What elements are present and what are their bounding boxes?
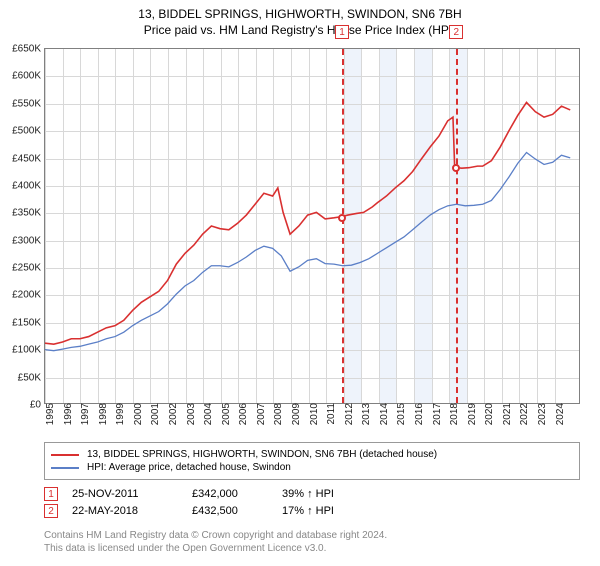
x-axis-label: 1997	[76, 403, 91, 425]
x-axis-label: 2007	[252, 403, 267, 425]
sale-marker-dot	[338, 214, 346, 222]
sale-flag-icon: 1	[44, 487, 58, 501]
sale-date: 22-MAY-2018	[72, 505, 192, 517]
legend-label: HPI: Average price, detached house, Swin…	[87, 462, 291, 473]
y-axis-label: £300K	[1, 235, 41, 246]
x-axis-label: 2003	[182, 403, 197, 425]
footnote-line: This data is licensed under the Open Gov…	[44, 543, 580, 556]
legend-swatch-property	[51, 454, 79, 456]
x-axis-label: 2020	[480, 403, 495, 425]
title-line2: Price paid vs. HM Land Registry's House …	[0, 22, 600, 38]
legend-swatch-hpi	[51, 467, 79, 469]
y-axis-label: £350K	[1, 208, 41, 219]
x-axis-label: 2010	[305, 403, 320, 425]
sale-hpi: 39% ↑ HPI	[282, 488, 334, 500]
sale-price: £342,000	[192, 488, 282, 500]
x-axis-label: 2022	[515, 403, 530, 425]
x-axis-label: 2015	[392, 403, 407, 425]
x-axis-label: 2009	[287, 403, 302, 425]
x-axis-label: 1999	[111, 403, 126, 425]
chart-lines	[45, 49, 579, 403]
legend-label: 13, BIDDEL SPRINGS, HIGHWORTH, SWINDON, …	[87, 449, 437, 460]
x-axis-label: 2000	[129, 403, 144, 425]
sale-marker-dot	[452, 164, 460, 172]
title-line1: 13, BIDDEL SPRINGS, HIGHWORTH, SWINDON, …	[0, 6, 600, 22]
sale-flag-icon: 2	[44, 504, 58, 518]
x-axis-label: 2001	[146, 403, 161, 425]
legend-row: 13, BIDDEL SPRINGS, HIGHWORTH, SWINDON, …	[51, 449, 573, 460]
x-axis-label: 2002	[164, 403, 179, 425]
legend-row: HPI: Average price, detached house, Swin…	[51, 462, 573, 473]
sale-row: 1 25-NOV-2011 £342,000 39% ↑ HPI	[44, 487, 580, 501]
y-axis-label: £650K	[1, 44, 41, 55]
sale-price: £432,500	[192, 505, 282, 517]
chart-title: 13, BIDDEL SPRINGS, HIGHWORTH, SWINDON, …	[0, 6, 600, 38]
y-axis-label: £250K	[1, 263, 41, 274]
y-axis-label: £100K	[1, 345, 41, 356]
sales-table: 1 25-NOV-2011 £342,000 39% ↑ HPI 2 22-MA…	[44, 484, 580, 521]
x-axis-label: 2024	[551, 403, 566, 425]
chart-footnote: Contains HM Land Registry data © Crown c…	[44, 530, 580, 555]
x-axis-label: 2006	[234, 403, 249, 425]
y-axis-label: £0	[1, 400, 41, 411]
x-axis-label: 1998	[94, 403, 109, 425]
x-axis-label: 1995	[41, 403, 56, 425]
y-axis-label: £500K	[1, 126, 41, 137]
x-axis-label: 2013	[357, 403, 372, 425]
x-axis-label: 2004	[199, 403, 214, 425]
x-axis-label: 2016	[410, 403, 425, 425]
x-axis-label: 2014	[375, 403, 390, 425]
sale-marker-flag: 2	[449, 25, 463, 39]
sale-date: 25-NOV-2011	[72, 488, 192, 500]
footnote-line: Contains HM Land Registry data © Crown c…	[44, 530, 580, 543]
y-axis-label: £450K	[1, 153, 41, 164]
x-axis-label: 2017	[428, 403, 443, 425]
sale-row: 2 22-MAY-2018 £432,500 17% ↑ HPI	[44, 504, 580, 518]
chart-legend: 13, BIDDEL SPRINGS, HIGHWORTH, SWINDON, …	[44, 442, 580, 480]
x-axis-label: 2011	[322, 403, 337, 425]
x-axis-label: 2012	[340, 403, 355, 425]
x-axis-label: 2018	[445, 403, 460, 425]
x-axis-label: 2008	[269, 403, 284, 425]
y-axis-label: £50K	[1, 372, 41, 383]
x-axis-label: 2021	[498, 403, 513, 425]
x-axis-label: 2023	[533, 403, 548, 425]
sale-marker-flag: 1	[335, 25, 349, 39]
series-property	[45, 102, 570, 344]
x-axis-label: 1996	[59, 403, 74, 425]
x-axis-label: 2005	[217, 403, 232, 425]
y-axis-label: £150K	[1, 317, 41, 328]
chart-plot-area: £0£50K£100K£150K£200K£250K£300K£350K£400…	[44, 48, 580, 404]
y-axis-label: £400K	[1, 180, 41, 191]
y-axis-label: £550K	[1, 98, 41, 109]
y-axis-label: £200K	[1, 290, 41, 301]
y-axis-label: £600K	[1, 71, 41, 82]
x-axis-label: 2019	[463, 403, 478, 425]
sale-hpi: 17% ↑ HPI	[282, 505, 334, 517]
